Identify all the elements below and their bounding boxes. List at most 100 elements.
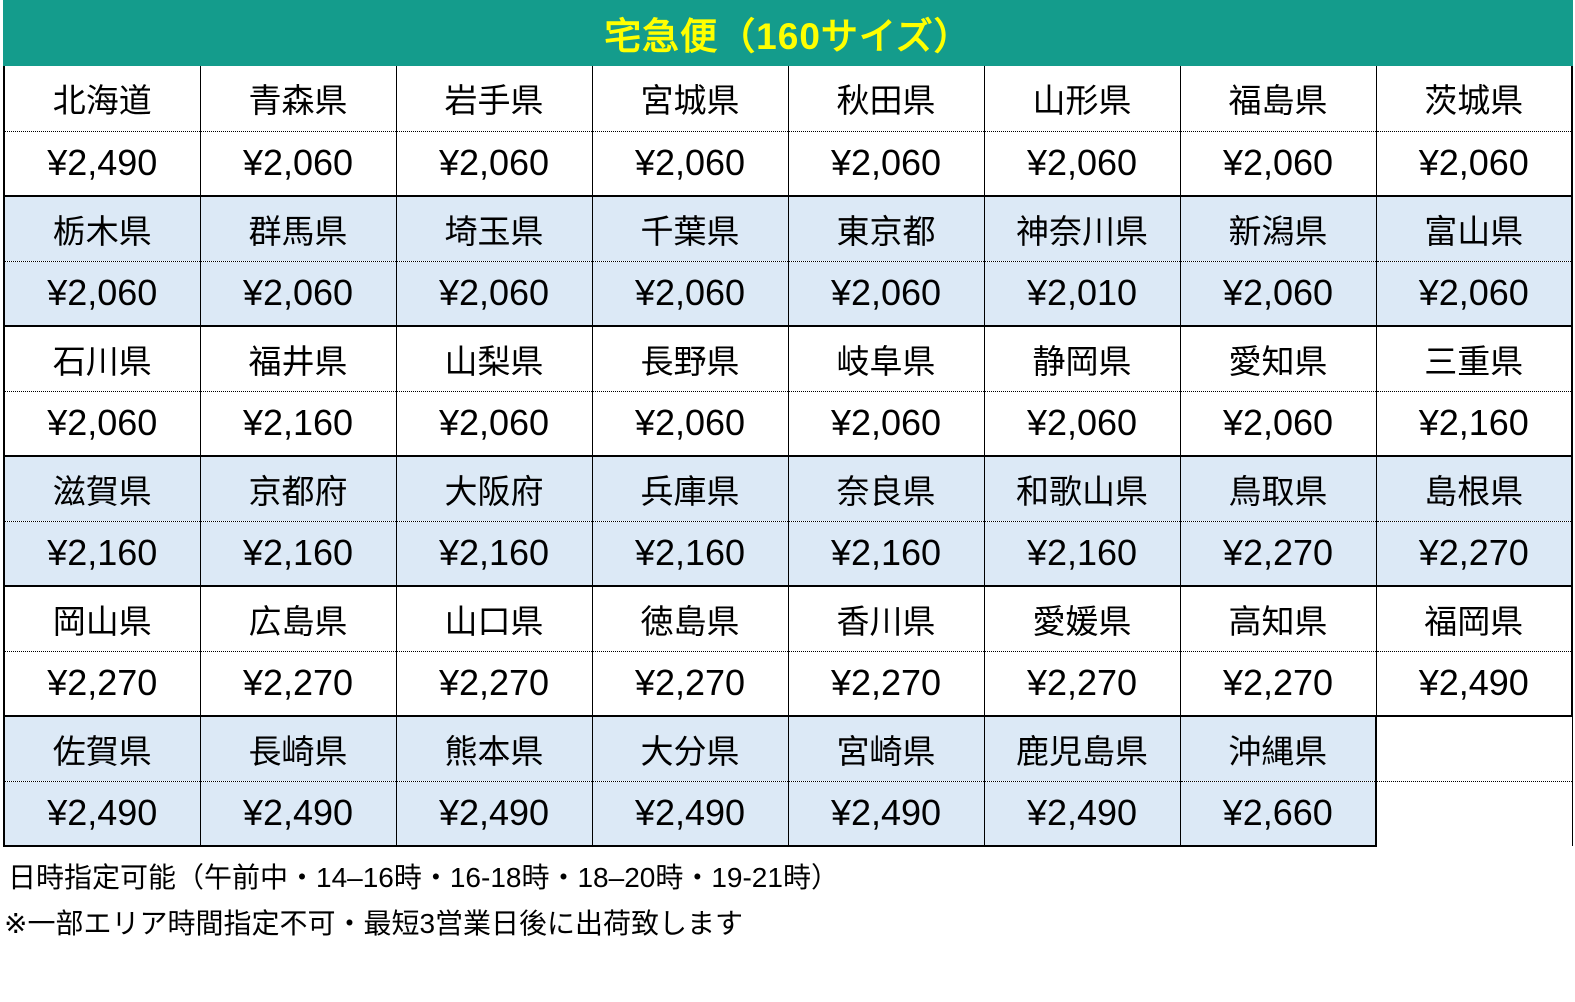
prefecture-cell: 滋賀県 bbox=[3, 455, 201, 522]
price-cell: ¥2,060 bbox=[1179, 260, 1377, 327]
prefecture-cell: 岐阜県 bbox=[787, 325, 985, 392]
price-cell: ¥2,060 bbox=[591, 130, 789, 197]
price-cell: ¥2,060 bbox=[199, 130, 397, 197]
prefecture-cell: 埼玉県 bbox=[395, 195, 593, 262]
prefecture-cell: 和歌山県 bbox=[983, 455, 1181, 522]
prefecture-cell: 千葉県 bbox=[591, 195, 789, 262]
price-cell: ¥2,490 bbox=[395, 780, 593, 847]
prefecture-cell: 福井県 bbox=[199, 325, 397, 392]
prefecture-cell: 長野県 bbox=[591, 325, 789, 392]
price-cell: ¥2,060 bbox=[1179, 390, 1377, 457]
price-cell: ¥2,270 bbox=[1179, 520, 1377, 587]
price-cell: ¥2,160 bbox=[1375, 390, 1573, 457]
prefecture-cell: 奈良県 bbox=[787, 455, 985, 522]
rate-table-body: 北海道 青森県 岩手県 宮城県 秋田県 山形県 福島県 茨城県 ¥2,490 ¥2,060 ¥2,0… bbox=[3, 66, 1573, 847]
price-cell: ¥2,490 bbox=[199, 780, 397, 847]
price-cell: ¥2,490 bbox=[3, 780, 201, 847]
price-cell: ¥2,060 bbox=[395, 130, 593, 197]
prefecture-cell: 愛媛県 bbox=[983, 585, 1181, 652]
table-title: 宅急便（160サイズ） bbox=[604, 16, 972, 57]
prefecture-cell: 富山県 bbox=[1375, 195, 1573, 262]
price-cell: ¥2,160 bbox=[591, 520, 789, 587]
prefecture-cell: 静岡県 bbox=[983, 325, 1181, 392]
prefecture-cell: 熊本県 bbox=[395, 715, 593, 782]
prefecture-row: 滋賀県 京都府 大阪府 兵庫県 奈良県 和歌山県 鳥取県 島根県 bbox=[3, 455, 1573, 522]
price-cell: ¥2,270 bbox=[395, 650, 593, 717]
price-cell: ¥2,270 bbox=[591, 650, 789, 717]
prefecture-cell: 宮城県 bbox=[591, 66, 789, 132]
shipping-rate-table: 北海道 青森県 岩手県 宮城県 秋田県 山形県 福島県 茨城県 ¥2,490 ¥2,060 ¥2,0… bbox=[3, 66, 1573, 847]
prefecture-cell: 岩手県 bbox=[395, 66, 593, 132]
shipping-disclaimer-note: ※一部エリア時間指定不可・最短3営業日後に出荷致します bbox=[4, 908, 744, 939]
prefecture-cell: 神奈川県 bbox=[983, 195, 1181, 262]
price-cell: ¥2,060 bbox=[983, 130, 1181, 197]
prefecture-cell: 大分県 bbox=[591, 715, 789, 782]
prefecture-cell: 大阪府 bbox=[395, 455, 593, 522]
price-cell: ¥2,160 bbox=[787, 520, 985, 587]
prefecture-cell: 三重県 bbox=[1375, 325, 1573, 392]
empty-cell bbox=[1375, 781, 1573, 846]
price-row: ¥2,490 ¥2,490 ¥2,490 ¥2,490 ¥2,490 ¥2,490 ¥2,6… bbox=[3, 780, 1573, 847]
price-cell: ¥2,490 bbox=[983, 780, 1181, 847]
price-cell: ¥2,270 bbox=[199, 650, 397, 717]
price-row: ¥2,160 ¥2,160 ¥2,160 ¥2,160 ¥2,160 ¥2,160 ¥2,2… bbox=[3, 520, 1573, 587]
prefecture-cell: 広島県 bbox=[199, 585, 397, 652]
price-cell: ¥2,160 bbox=[395, 520, 593, 587]
price-cell: ¥2,490 bbox=[787, 780, 985, 847]
prefecture-cell: 宮崎県 bbox=[787, 715, 985, 782]
price-cell: ¥2,060 bbox=[787, 390, 985, 457]
price-cell: ¥2,060 bbox=[591, 260, 789, 327]
prefecture-row: 岡山県 広島県 山口県 徳島県 香川県 愛媛県 高知県 福岡県 bbox=[3, 585, 1573, 652]
prefecture-cell: 京都府 bbox=[199, 455, 397, 522]
price-cell: ¥2,060 bbox=[199, 260, 397, 327]
prefecture-cell: 青森県 bbox=[199, 66, 397, 132]
prefecture-cell: 鳥取県 bbox=[1179, 455, 1377, 522]
price-cell: ¥2,060 bbox=[1375, 130, 1573, 197]
prefecture-cell: 香川県 bbox=[787, 585, 985, 652]
prefecture-cell: 山形県 bbox=[983, 66, 1181, 132]
price-row: ¥2,490 ¥2,060 ¥2,060 ¥2,060 ¥2,060 ¥2,060 ¥2,0… bbox=[3, 130, 1573, 197]
price-cell: ¥2,270 bbox=[1375, 520, 1573, 587]
prefecture-cell: 東京都 bbox=[787, 195, 985, 262]
prefecture-cell: 愛知県 bbox=[1179, 325, 1377, 392]
price-cell: ¥2,060 bbox=[983, 390, 1181, 457]
price-cell: ¥2,060 bbox=[395, 260, 593, 327]
prefecture-cell: 栃木県 bbox=[3, 195, 201, 262]
price-cell: ¥2,270 bbox=[1179, 650, 1377, 717]
prefecture-cell: 長崎県 bbox=[199, 715, 397, 782]
prefecture-row: 北海道 青森県 岩手県 宮城県 秋田県 山形県 福島県 茨城県 bbox=[3, 66, 1573, 132]
prefecture-cell: 兵庫県 bbox=[591, 455, 789, 522]
prefecture-cell: 秋田県 bbox=[787, 66, 985, 132]
table-title-bar: 宅急便（160サイズ） bbox=[3, 0, 1573, 66]
footer-notes: 日時指定可能（午前中・14–16時・16-18時・18–20時・19-21時） … bbox=[4, 855, 1575, 947]
delivery-time-note: 日時指定可能（午前中・14–16時・16-18時・18–20時・19-21時） bbox=[8, 862, 839, 893]
price-row: ¥2,270 ¥2,270 ¥2,270 ¥2,270 ¥2,270 ¥2,270 ¥2,2… bbox=[3, 650, 1573, 717]
price-cell: ¥2,060 bbox=[787, 130, 985, 197]
price-cell: ¥2,060 bbox=[787, 260, 985, 327]
prefecture-cell: 徳島県 bbox=[591, 585, 789, 652]
price-cell: ¥2,160 bbox=[199, 520, 397, 587]
prefecture-cell: 鹿児島県 bbox=[983, 715, 1181, 782]
prefecture-cell: 北海道 bbox=[3, 66, 201, 132]
price-cell: ¥2,160 bbox=[199, 390, 397, 457]
prefecture-cell: 高知県 bbox=[1179, 585, 1377, 652]
price-cell: ¥2,160 bbox=[983, 520, 1181, 587]
price-cell: ¥2,270 bbox=[3, 650, 201, 717]
prefecture-row: 栃木県 群馬県 埼玉県 千葉県 東京都 神奈川県 新潟県 富山県 bbox=[3, 195, 1573, 262]
prefecture-cell: 山梨県 bbox=[395, 325, 593, 392]
prefecture-cell: 岡山県 bbox=[3, 585, 201, 652]
price-cell: ¥2,270 bbox=[787, 650, 985, 717]
prefecture-cell: 沖縄県 bbox=[1179, 715, 1377, 782]
price-cell: ¥2,490 bbox=[1375, 650, 1573, 717]
price-cell: ¥2,060 bbox=[3, 260, 201, 327]
price-cell: ¥2,490 bbox=[3, 130, 201, 197]
prefecture-cell: 茨城県 bbox=[1375, 66, 1573, 132]
price-row: ¥2,060 ¥2,060 ¥2,060 ¥2,060 ¥2,060 ¥2,010 ¥2,0… bbox=[3, 260, 1573, 327]
price-cell: ¥2,060 bbox=[1375, 260, 1573, 327]
prefecture-cell: 福島県 bbox=[1179, 66, 1377, 132]
price-cell: ¥2,060 bbox=[395, 390, 593, 457]
price-cell: ¥2,060 bbox=[3, 390, 201, 457]
price-cell: ¥2,010 bbox=[983, 260, 1181, 327]
empty-cell bbox=[1375, 715, 1573, 782]
prefecture-cell: 福岡県 bbox=[1375, 585, 1573, 652]
